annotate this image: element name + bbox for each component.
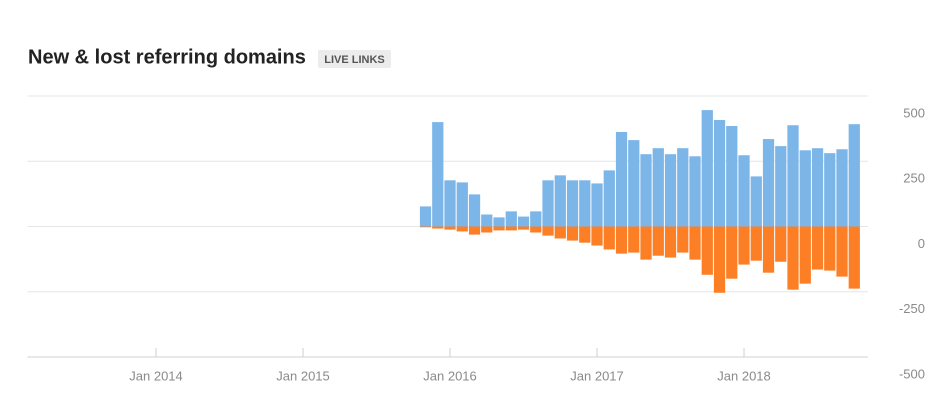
bar xyxy=(419,226,432,228)
bar xyxy=(542,180,554,227)
bar xyxy=(456,182,468,227)
bar xyxy=(615,226,628,254)
bar xyxy=(444,180,456,227)
bar xyxy=(468,226,481,235)
bar xyxy=(750,226,762,261)
y-tick-label: 500 xyxy=(903,105,925,120)
chart-title: New & lost referring domains xyxy=(28,46,306,68)
badge: LIVE LINKS xyxy=(324,54,385,66)
bar xyxy=(750,176,762,227)
bar xyxy=(603,170,615,227)
bar xyxy=(481,214,493,227)
bar xyxy=(493,217,505,227)
bar xyxy=(432,122,444,227)
bar xyxy=(530,226,542,233)
bar xyxy=(677,226,689,253)
bar xyxy=(566,180,579,227)
bar xyxy=(456,226,468,232)
bar xyxy=(554,226,566,239)
bar xyxy=(603,226,615,250)
bar xyxy=(640,226,652,260)
bar xyxy=(799,150,811,227)
bar xyxy=(775,226,787,262)
bar xyxy=(726,126,738,227)
bar xyxy=(811,148,824,227)
bar xyxy=(432,226,444,229)
bar xyxy=(848,124,860,227)
bar xyxy=(505,226,517,231)
bar xyxy=(787,125,799,227)
bar xyxy=(579,226,591,243)
bar xyxy=(836,226,848,277)
bar xyxy=(713,120,726,227)
bar xyxy=(738,155,750,227)
x-tick-label: Jan 2018 xyxy=(717,368,771,383)
bar xyxy=(554,175,566,227)
bar xyxy=(762,139,775,227)
x-tick-label: Jan 2017 xyxy=(570,368,624,383)
bar xyxy=(468,194,481,227)
bar xyxy=(591,183,603,227)
bar xyxy=(628,140,640,227)
bar xyxy=(652,226,664,256)
bar xyxy=(628,226,640,253)
x-tick-label: Jan 2014 xyxy=(129,368,183,383)
bar xyxy=(726,226,738,279)
bar xyxy=(824,153,836,227)
y-tick-label: 250 xyxy=(903,171,925,186)
bar xyxy=(836,149,848,227)
bar xyxy=(677,148,689,227)
bar xyxy=(824,226,836,271)
bar xyxy=(775,146,787,227)
bar xyxy=(591,226,603,246)
bar xyxy=(517,216,530,227)
bar xyxy=(787,226,799,290)
bar xyxy=(652,148,664,227)
bar xyxy=(811,226,824,270)
bar xyxy=(701,110,713,227)
bar xyxy=(481,226,493,233)
bar xyxy=(799,226,811,284)
bar xyxy=(579,180,591,227)
bar xyxy=(664,154,677,227)
bar xyxy=(640,154,652,227)
bar xyxy=(762,226,775,273)
bar xyxy=(419,206,432,227)
bar xyxy=(738,226,750,265)
y-tick-label: -250 xyxy=(899,301,925,316)
y-tick-label: -500 xyxy=(899,366,925,381)
bar xyxy=(701,226,713,275)
bar xyxy=(848,226,860,289)
y-tick-label: 0 xyxy=(918,236,925,251)
bar xyxy=(530,211,542,227)
bar xyxy=(566,226,579,241)
bar xyxy=(517,226,530,230)
bar xyxy=(505,211,517,227)
bar xyxy=(689,156,701,227)
bar xyxy=(713,226,726,293)
bar xyxy=(615,132,628,227)
x-tick-label: Jan 2015 xyxy=(276,368,330,383)
bar xyxy=(493,226,505,231)
bar xyxy=(542,226,554,236)
x-tick-label: Jan 2016 xyxy=(423,368,477,383)
bar xyxy=(444,226,456,230)
bar xyxy=(689,226,701,260)
bar xyxy=(664,226,677,258)
badge-bg xyxy=(318,50,391,68)
